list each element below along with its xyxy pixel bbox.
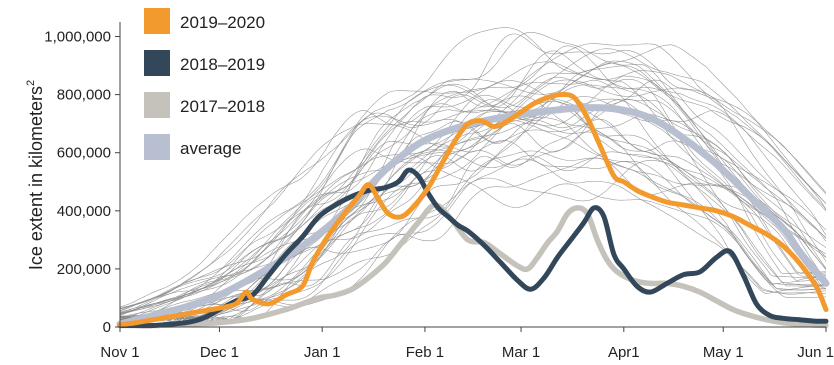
background-year-line (119, 33, 827, 322)
background-year-line (119, 119, 827, 315)
background-year-line (119, 79, 827, 322)
x-tick-label: Mar 1 (502, 344, 540, 361)
legend-swatch (144, 8, 170, 34)
legend-swatch (144, 134, 170, 160)
y-tick-label: 400,000 (57, 203, 111, 220)
background-year-line (119, 61, 827, 315)
series-line-2018-2019 (117, 167, 829, 329)
y-tick-label: 800,000 (57, 87, 111, 104)
highlighted-series-lines (116, 92, 830, 329)
x-axis-tick-labels: Nov 1 Dec 1 Jan 1 Feb 1 Mar 1 Apr1 May 1 Jun 1 (100, 344, 834, 361)
background-year-line (119, 80, 827, 321)
y-tick-label: 1,000,000 (44, 29, 111, 46)
background-year-line (119, 150, 827, 322)
background-year-line (119, 157, 827, 322)
y-axis-title: Ice extent in kilometers2 (25, 80, 46, 270)
background-year-line (119, 110, 827, 322)
background-year-line (119, 93, 827, 322)
x-tick-label: May 1 (703, 344, 744, 361)
y-axis-tick-labels: 0 200,000 400,000 600,000 800,000 1,000,000 (44, 29, 111, 336)
axes (115, 22, 827, 332)
background-year-line (119, 50, 827, 316)
series-line-average (116, 104, 830, 328)
background-year-line (119, 98, 827, 322)
background-year-line (119, 32, 827, 322)
x-tick-label: Nov 1 (100, 344, 139, 361)
x-tick-label: Feb 1 (406, 344, 444, 361)
legend-label: average (180, 139, 241, 158)
x-tick-label: Jan 1 (304, 344, 341, 361)
y-tick-label: 200,000 (57, 261, 111, 278)
background-year-line (119, 84, 827, 321)
y-tick-label: 0 (103, 319, 111, 336)
background-year-line (119, 103, 827, 311)
background-year-line (119, 96, 827, 321)
legend-swatch (144, 92, 170, 118)
x-tick-label: Dec 1 (200, 344, 239, 361)
y-axis-title-superscript: 2 (25, 80, 37, 86)
legend-label: 2018–2019 (180, 55, 265, 74)
background-year-line (119, 43, 827, 320)
series-line-2019-2020 (117, 92, 829, 328)
x-tick-label: Jun 1 (797, 344, 834, 361)
background-year-line (119, 122, 826, 310)
y-axis-title-text: Ice extent in kilometers (26, 86, 46, 270)
background-year-line (119, 105, 827, 322)
background-year-line (119, 152, 827, 313)
legend: 2019–2020 2018–2019 2017–2018 average (144, 8, 265, 160)
background-year-line (119, 45, 827, 308)
legend-label: 2019–2020 (180, 13, 265, 32)
legend-label: 2017–2018 (180, 97, 265, 116)
y-tick-label: 600,000 (57, 145, 111, 162)
series-line-2017-2018 (117, 202, 829, 329)
x-tick-label: Apr1 (608, 344, 640, 361)
background-year-line (119, 79, 827, 322)
background-year-line (119, 94, 827, 314)
legend-swatch (144, 50, 170, 76)
background-year-line (119, 76, 826, 315)
